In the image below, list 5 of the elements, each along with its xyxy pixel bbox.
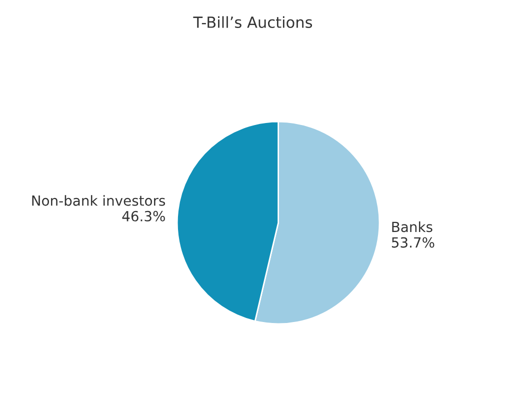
slice-label: Non-bank investors bbox=[32, 195, 166, 206]
data-label: 46.3% bbox=[122, 210, 165, 222]
data-label: 53.7% bbox=[392, 237, 434, 248]
slice-label: Banks bbox=[392, 221, 432, 232]
chart-title: T-Bill’s Auctions bbox=[193, 16, 312, 28]
